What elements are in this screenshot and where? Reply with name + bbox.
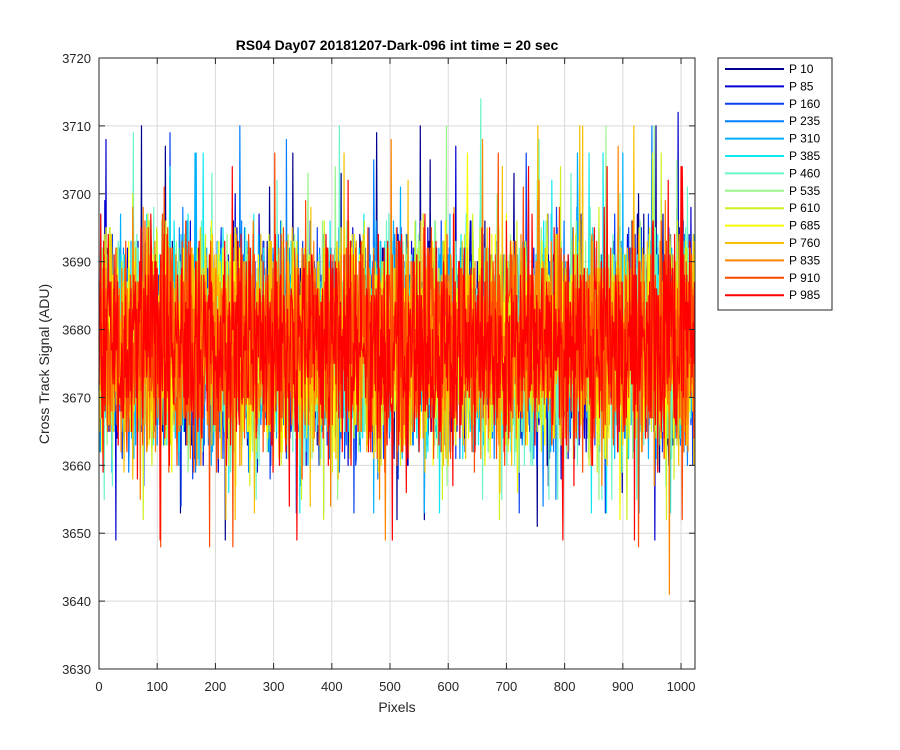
plot-frame: [98, 57, 696, 670]
x-tick-label: 300: [263, 679, 285, 694]
x-tick-label: 800: [554, 679, 576, 694]
legend-label: P 985: [789, 288, 820, 302]
x-tick-label: 900: [612, 679, 634, 694]
y-tick-label: 3720: [62, 51, 91, 66]
y-axis: 3630 3640 3650 3660 3670 3680 3690 3700 3710 3720: [62, 51, 695, 677]
legend-label: P 310: [789, 132, 820, 146]
legend-label: P 535: [789, 184, 820, 198]
legend-label: P 610: [789, 201, 820, 215]
x-tick-label: 700: [496, 679, 518, 694]
y-tick-label: 3640: [62, 594, 91, 609]
x-tick-label: 500: [379, 679, 401, 694]
chart-title: RS04 Day07 20181207-Dark-096 int time = …: [236, 37, 559, 53]
legend-label: P 10: [789, 62, 814, 76]
x-tick-label: 100: [146, 679, 168, 694]
y-tick-label: 3710: [62, 119, 91, 134]
x-axis-label: Pixels: [378, 699, 415, 715]
legend-label: P 835: [789, 253, 820, 267]
y-tick-label: 3670: [62, 390, 91, 405]
y-tick-label: 3650: [62, 526, 91, 541]
legend-label: P 385: [789, 149, 820, 163]
y-tick-label: 3700: [62, 187, 91, 202]
legend-box: [717, 57, 833, 311]
y-tick-label: 3630: [62, 662, 91, 677]
legend-label: P 760: [789, 236, 820, 250]
y-tick-label: 3680: [62, 323, 91, 338]
legend-label: P 910: [789, 271, 820, 285]
x-tick-label: 400: [321, 679, 343, 694]
series-line: [98, 166, 696, 541]
legend-label: P 235: [789, 114, 820, 128]
x-tick-label: 600: [437, 679, 459, 694]
x-tick-label: 0: [95, 679, 102, 694]
series-layer: [98, 98, 696, 595]
y-tick-label: 3660: [62, 458, 91, 473]
legend: P 10 P 85 P 160 P 235 P 310 P 385 P 460 P 535 P …: [717, 57, 833, 311]
legend-label: P 160: [789, 97, 820, 111]
legend-label: P 685: [789, 219, 820, 233]
x-tick-label: 200: [205, 679, 227, 694]
x-axis: 0 100 200 300 400 500 600 700 800 900 1000: [95, 58, 695, 694]
y-axis-label: Cross Track Signal (ADU): [36, 284, 52, 444]
x-tick-label: 1000: [667, 679, 696, 694]
legend-label: P 85: [789, 79, 814, 93]
legend-label: P 460: [789, 166, 820, 180]
y-tick-label: 3690: [62, 255, 91, 270]
